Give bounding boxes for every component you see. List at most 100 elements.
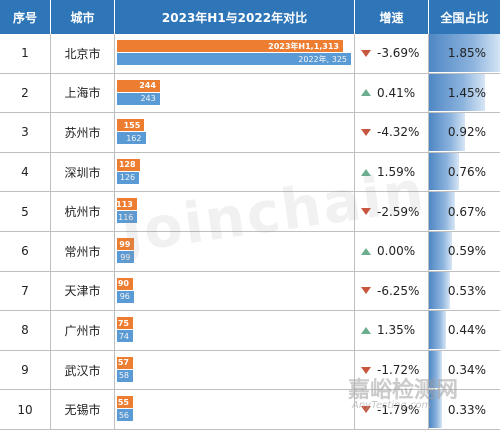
- bar-2023-h1: 99: [117, 238, 135, 250]
- share-cell: 0.76%: [428, 152, 500, 192]
- table-row: 5 杭州市 113 116 -2.59% 0.67%: [0, 192, 500, 232]
- bar-2022: 99: [117, 251, 135, 263]
- share-value: 0.44%: [447, 323, 486, 338]
- comparison-bars-cell: 244 243: [114, 73, 354, 113]
- share-data-bar: [429, 311, 447, 349]
- rank-cell: 7: [21, 283, 29, 298]
- triangle-down-icon: [361, 406, 371, 414]
- bar-2023-h1: 2023年H1,1,313: [117, 40, 343, 52]
- table-row: 8 广州市 75 74 1.35% 0.44%: [0, 311, 500, 351]
- share-value: 0.76%: [447, 165, 486, 180]
- growth-value: -1.79%: [377, 402, 420, 417]
- rank-cell: 1: [21, 46, 29, 61]
- bar-2022: 58: [117, 369, 133, 382]
- rank-cell: 9: [21, 363, 29, 378]
- bar-2023-h1: 55: [117, 396, 133, 409]
- triangle-up-icon: [361, 326, 371, 334]
- growth-value: -6.25%: [377, 283, 420, 298]
- share-cell: 0.92%: [428, 113, 500, 152]
- table-row: 7 天津市 90 96 -6.25% 0.53%: [0, 271, 500, 312]
- growth-cell: -4.32%: [354, 113, 428, 152]
- table-row: 10 无锡市 55 56 -1.79% 0.33%: [0, 390, 500, 430]
- bar-2023-h1: 75: [117, 317, 133, 330]
- growth-cell: -1.79%: [354, 390, 428, 429]
- share-data-bar: [429, 350, 443, 389]
- share-cell: 0.34%: [428, 350, 500, 390]
- share-cell: 0.33%: [428, 390, 500, 429]
- city-cell: 常州市: [50, 232, 114, 271]
- share-cell: 0.44%: [428, 311, 500, 350]
- comparison-bars-cell: 2023年H1,1,313 2022年, 325: [114, 34, 354, 73]
- bar-2023-h1: 113: [117, 198, 137, 211]
- growth-cell: -2.59%: [354, 192, 428, 231]
- growth-value: -4.32%: [377, 125, 420, 140]
- growth-value: 1.35%: [377, 323, 416, 338]
- growth-value: -2.59%: [377, 204, 420, 219]
- bar-2022: 56: [117, 409, 133, 422]
- share-value: 0.67%: [447, 204, 486, 219]
- triangle-up-icon: [361, 168, 371, 176]
- share-cell: 1.45%: [428, 73, 500, 113]
- share-data-bar: [429, 232, 452, 270]
- share-data-bar: [429, 34, 500, 72]
- share-cell: 0.59%: [428, 232, 500, 271]
- growth-cell: -6.25%: [354, 271, 428, 311]
- share-value: 0.92%: [447, 125, 486, 140]
- share-value: 0.53%: [447, 283, 486, 298]
- comparison-bars-cell: 75 74: [114, 311, 354, 350]
- city-cell: 武汉市: [50, 350, 114, 390]
- city-cell: 杭州市: [50, 192, 114, 231]
- triangle-up-icon: [361, 247, 371, 255]
- bar-2023-h1: 90: [117, 277, 133, 290]
- city-cell: 天津市: [50, 271, 114, 311]
- share-cell: 0.67%: [428, 192, 500, 231]
- growth-cell: 1.35%: [354, 311, 428, 350]
- table-row: 3 苏州市 155 162 -4.32% 0.92%: [0, 113, 500, 153]
- share-value: 0.33%: [447, 402, 486, 417]
- rank-cell: 4: [21, 165, 29, 180]
- rank-cell: 10: [17, 402, 33, 417]
- share-data-bar: [429, 271, 450, 310]
- growth-value: -3.69%: [377, 46, 420, 61]
- header-city: 城市: [50, 0, 114, 34]
- share-cell: 1.85%: [428, 34, 500, 73]
- growth-value: 1.59%: [377, 165, 416, 180]
- growth-value: 0.41%: [377, 85, 416, 100]
- city-cell: 无锡市: [50, 390, 114, 429]
- table-row: 2 上海市 244 243 0.41% 1.45%: [0, 73, 500, 114]
- triangle-down-icon: [361, 287, 371, 295]
- share-cell: 0.53%: [428, 271, 500, 311]
- bar-2023-h1: 244: [117, 79, 160, 92]
- comparison-bars-cell: 55 56: [114, 390, 354, 429]
- bar-2023-h1: 57: [117, 356, 133, 369]
- share-data-bar: [429, 192, 456, 230]
- city-cell: 深圳市: [50, 152, 114, 192]
- share-data-bar: [429, 113, 465, 151]
- bar-2022: 126: [117, 171, 140, 184]
- bar-2022: 96: [117, 290, 134, 303]
- share-value: 1.85%: [447, 46, 486, 61]
- rank-cell: 8: [21, 323, 29, 338]
- city-cell: 上海市: [50, 73, 114, 113]
- share-value: 0.59%: [447, 244, 486, 259]
- rank-cell: 5: [21, 204, 29, 219]
- rank-cell: 3: [21, 125, 29, 140]
- bar-2023-h1: 155: [117, 119, 145, 132]
- growth-cell: 0.41%: [354, 73, 428, 113]
- table-row: 6 常州市 99 99 0.00% 0.59%: [0, 232, 500, 272]
- header-comparison: 2023年H1与2022年对比: [114, 0, 354, 34]
- bar-2022: 116: [117, 211, 138, 224]
- comparison-bars-cell: 113 116: [114, 192, 354, 231]
- bar-2022: 2022年, 325: [117, 53, 351, 65]
- bar-2023-h1: 128: [117, 158, 140, 171]
- comparison-bars-cell: 57 58: [114, 350, 354, 390]
- bar-2022: 74: [117, 330, 133, 343]
- triangle-down-icon: [361, 128, 371, 136]
- rank-cell: 2: [21, 85, 29, 100]
- growth-cell: 0.00%: [354, 232, 428, 271]
- share-data-bar: [429, 152, 459, 191]
- triangle-down-icon: [361, 208, 371, 216]
- city-cell: 北京市: [50, 34, 114, 73]
- comparison-bars-cell: 155 162: [114, 113, 354, 152]
- city-cell: 苏州市: [50, 113, 114, 152]
